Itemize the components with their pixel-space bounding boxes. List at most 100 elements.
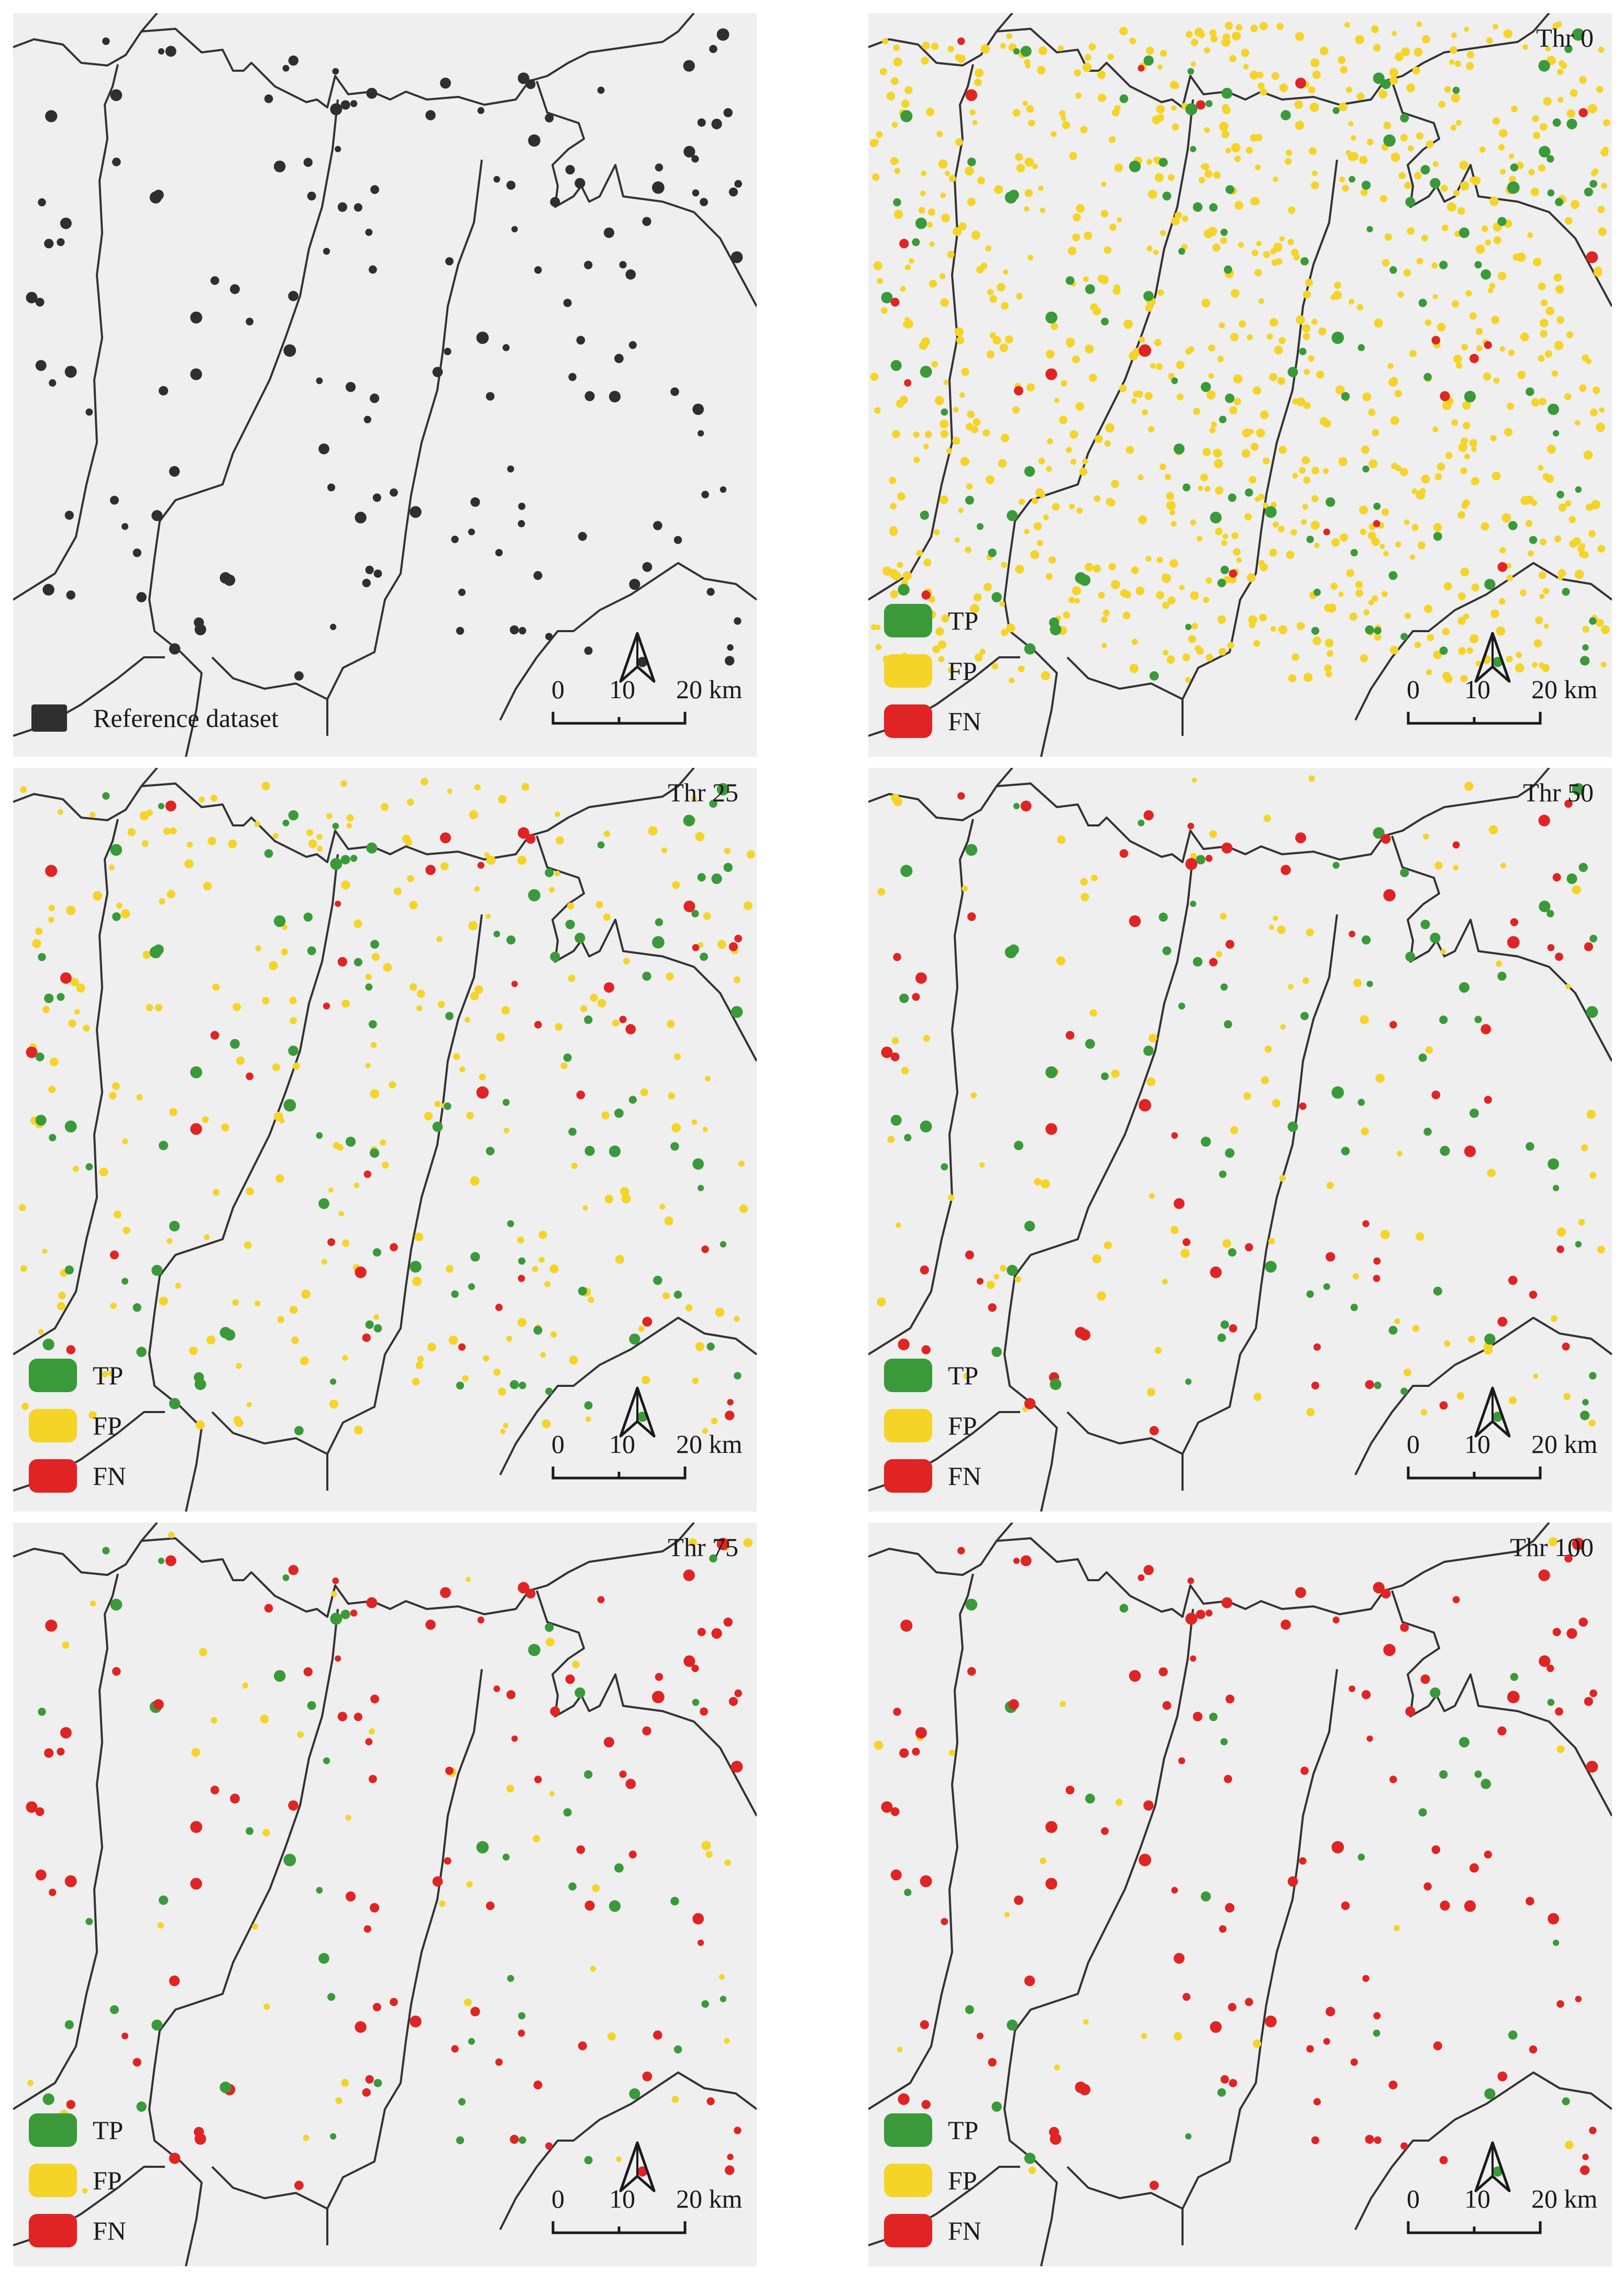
fn-point — [410, 2015, 422, 2027]
reference-point — [584, 646, 593, 655]
tp-point — [158, 803, 164, 810]
tp-point — [1362, 935, 1371, 945]
fp-point — [1578, 550, 1586, 558]
fp-point — [1543, 588, 1550, 594]
reference-point — [578, 532, 587, 541]
tp-point — [1185, 103, 1198, 116]
fp-point — [470, 991, 479, 1001]
fp-point — [1416, 21, 1422, 27]
tp-point — [1423, 373, 1432, 381]
fp-point — [1339, 176, 1345, 183]
tp-point — [1065, 276, 1075, 285]
fp-point — [448, 1336, 458, 1345]
boundary-line — [868, 768, 1013, 821]
fn-point — [1350, 2058, 1358, 2066]
tp-point — [1373, 2029, 1380, 2037]
boundary-line — [868, 13, 1013, 67]
tp-point — [109, 2005, 119, 2014]
fp-point — [1258, 298, 1264, 304]
fp-point — [689, 1538, 697, 1547]
tp-point — [1418, 1053, 1427, 1062]
tp-point — [1350, 549, 1358, 557]
fp-point — [1338, 457, 1347, 466]
reference-point — [66, 590, 75, 600]
fp-point — [1545, 46, 1551, 52]
fn-point — [432, 1876, 443, 1887]
tp-point — [697, 873, 706, 881]
fp-point — [1278, 525, 1285, 533]
fn-point — [550, 1706, 560, 1717]
fp-point — [935, 627, 944, 636]
fp-point — [641, 1375, 650, 1385]
fp-point — [1230, 333, 1239, 341]
reference-point — [102, 37, 110, 45]
fp-point — [1372, 429, 1379, 437]
legend: Reference dataset — [31, 703, 279, 733]
fp-point — [1383, 122, 1391, 129]
tp-point — [1586, 1006, 1598, 1018]
fp-point — [1506, 655, 1513, 663]
fp-point — [1208, 344, 1216, 352]
fp-point — [1312, 636, 1321, 645]
fp-point — [35, 927, 43, 935]
legend-label-reference: Reference dataset — [93, 703, 279, 733]
tp-point — [1190, 900, 1197, 907]
tp-point — [136, 2101, 147, 2112]
fn-point — [683, 900, 695, 912]
tp-point — [900, 865, 913, 877]
fp-point — [90, 1600, 96, 1607]
boundary-line — [868, 819, 974, 1355]
fp-point — [506, 1784, 514, 1793]
fp-point — [1217, 356, 1224, 362]
fp-point — [1082, 276, 1089, 282]
scale-label-0: 0 — [1407, 1429, 1420, 1459]
fn-point — [1556, 1245, 1564, 1253]
fp-point — [1593, 168, 1599, 174]
tp-point — [44, 993, 54, 1004]
fp-point — [1409, 350, 1417, 358]
threshold-label: Thr 0 — [1536, 23, 1594, 52]
reference-point — [468, 528, 475, 536]
reference-point — [365, 228, 373, 236]
tp-point — [1481, 1779, 1492, 1789]
fp-point — [1476, 345, 1483, 352]
fn-point — [1433, 2041, 1442, 2051]
fn-point — [1420, 1674, 1430, 1684]
fp-point — [1219, 322, 1225, 329]
fp-point — [597, 999, 606, 1008]
fp-point — [960, 457, 970, 466]
fp-point — [1123, 591, 1131, 599]
fp-point — [1335, 385, 1345, 395]
tp-point — [1383, 134, 1396, 147]
tp-point — [370, 1148, 380, 1158]
fp-point — [1060, 380, 1067, 387]
fn-point — [1137, 1574, 1145, 1581]
fn-point — [45, 1619, 58, 1632]
fp-point — [1209, 830, 1217, 839]
fp-point — [724, 2038, 730, 2044]
reference-point — [373, 569, 382, 578]
fp-point — [1256, 71, 1264, 79]
fp-point — [1308, 355, 1314, 362]
fp-point — [1499, 547, 1506, 554]
tp-point — [1325, 497, 1335, 507]
fn-point — [988, 2058, 997, 2067]
fp-point — [719, 1974, 725, 1980]
fn-point — [1578, 1617, 1588, 1627]
tp-point — [1171, 377, 1178, 384]
fp-point — [316, 834, 323, 840]
fn-point — [517, 827, 529, 839]
tp-point — [246, 1827, 254, 1835]
fp-point — [1531, 398, 1540, 407]
fn-point — [294, 2180, 304, 2190]
fp-point — [1349, 299, 1355, 305]
reference-point — [365, 566, 374, 575]
tp-point — [723, 863, 733, 872]
reference-point — [456, 626, 465, 635]
scale-label-20: 20 km — [676, 1429, 743, 1459]
fp-point — [1269, 548, 1277, 557]
fp-point — [894, 168, 901, 174]
fp-point — [213, 1188, 220, 1196]
fn-point — [724, 2165, 735, 2175]
tp-point — [1200, 382, 1211, 392]
